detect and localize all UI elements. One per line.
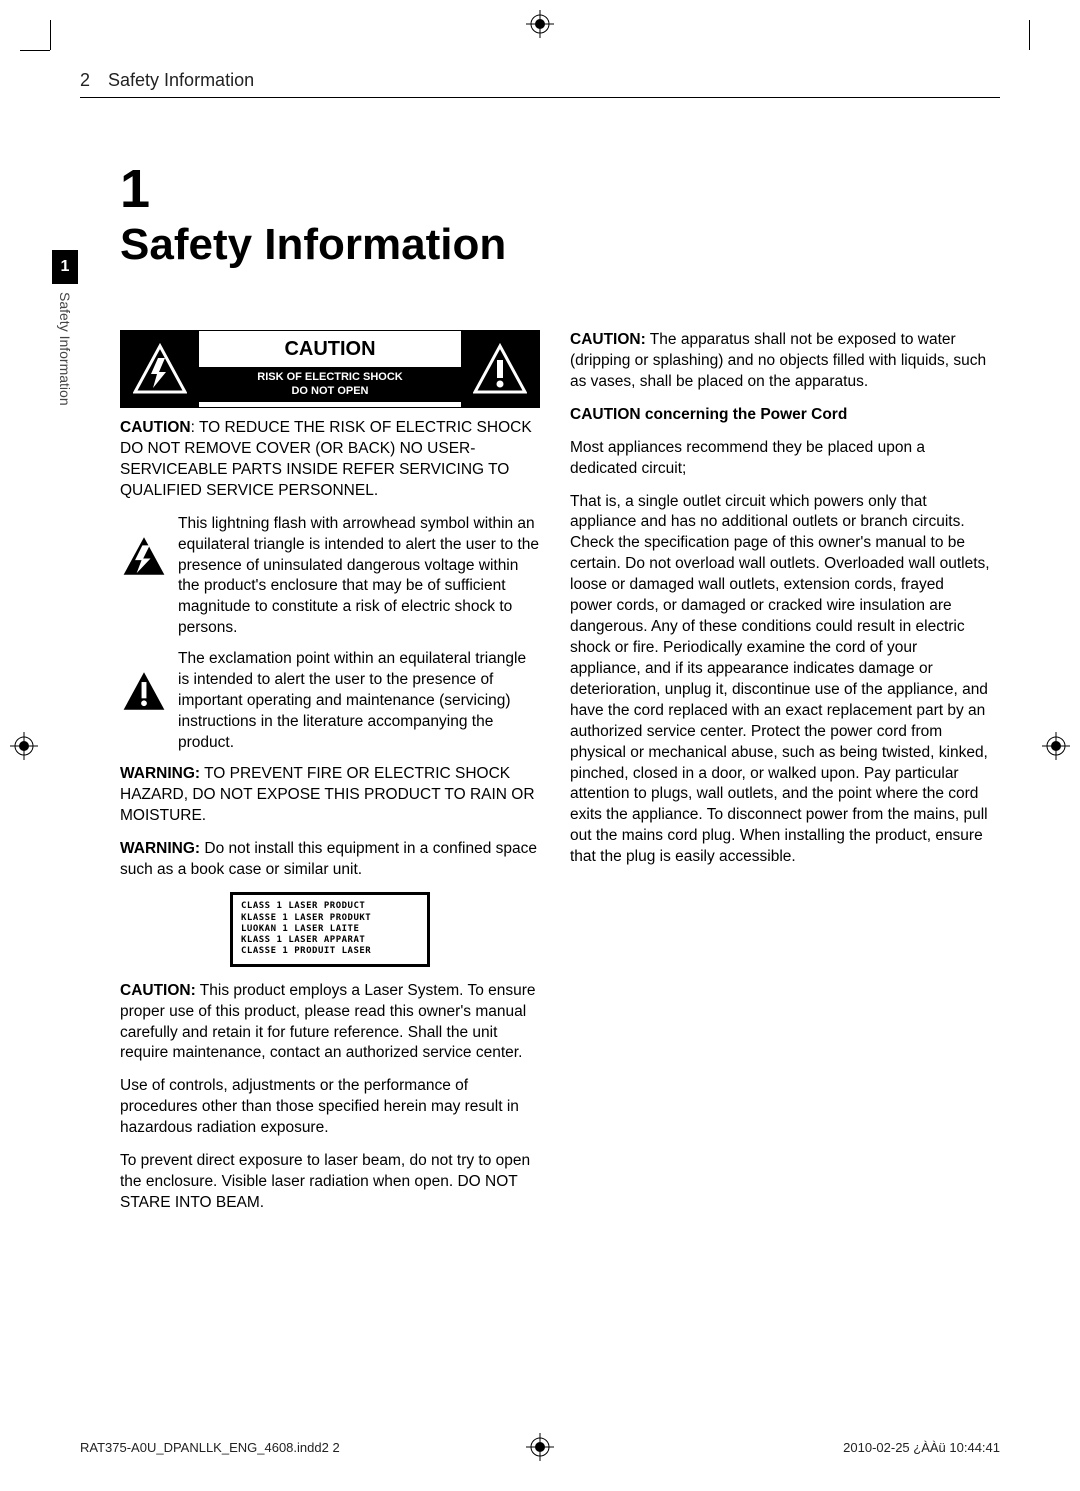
section-tab-number: 1 — [52, 250, 78, 284]
right-column: CAUTION: The apparatus shall not be expo… — [570, 330, 990, 1226]
warning-paragraph: WARNING: TO PREVENT FIRE OR ELECTRIC SHO… — [120, 764, 540, 827]
body-paragraph: Use of controls, adjustments or the perf… — [120, 1076, 540, 1139]
caution-subtitle: RISK OF ELECTRIC SHOCK DO NOT OPEN — [199, 367, 461, 401]
body-paragraph: To prevent direct exposure to laser beam… — [120, 1151, 540, 1214]
section-tab-label: Safety Information — [57, 292, 73, 406]
chapter-title: Safety Information — [120, 220, 1000, 270]
registration-mark-icon — [526, 10, 554, 38]
lightning-triangle-icon — [120, 514, 168, 578]
subsection-heading: CAUTION concerning the Power Cord — [570, 405, 990, 426]
body-paragraph: Most appliances recommend they be placed… — [570, 438, 990, 480]
running-title: Safety Information — [108, 70, 254, 91]
exclamation-triangle-icon — [461, 331, 539, 407]
footer-timestamp: 2010-02-25 ¿ÀÀü 10:44:41 — [843, 1440, 1000, 1455]
laser-class-label: CLASS 1 LASER PRODUCT KLASSE 1 LASER PRO… — [230, 892, 430, 966]
caution-title: CAUTION — [284, 336, 375, 363]
page-content: 2 Safety Information 1 Safety Informatio… — [80, 70, 1000, 1420]
exclamation-triangle-icon — [120, 649, 168, 713]
exclamation-symbol-text: The exclamation point within an equilate… — [178, 649, 540, 754]
section-tab: 1 Safety Information — [52, 250, 78, 406]
print-footer: RAT375-A0U_DPANLLK_ENG_4608.indd2 2 2010… — [80, 1440, 1000, 1455]
lightning-triangle-icon — [121, 331, 199, 407]
caution-box: CAUTION RISK OF ELECTRIC SHOCK DO NOT OP… — [120, 330, 540, 408]
left-column: CAUTION RISK OF ELECTRIC SHOCK DO NOT OP… — [120, 330, 540, 1226]
running-header: 2 Safety Information — [80, 70, 1000, 98]
lightning-symbol-text: This lightning flash with arrowhead symb… — [178, 514, 540, 640]
caution-paragraph: CAUTION: The apparatus shall not be expo… — [570, 330, 990, 393]
body-paragraph: That is, a single outlet circuit which p… — [570, 492, 990, 869]
caution-paragraph: CAUTION: This product employs a Laser Sy… — [120, 981, 540, 1065]
footer-filename: RAT375-A0U_DPANLLK_ENG_4608.indd2 2 — [80, 1440, 340, 1455]
chapter-number: 1 — [120, 158, 1000, 220]
registration-mark-icon — [1042, 732, 1070, 760]
warning-paragraph: WARNING: Do not install this equipment i… — [120, 839, 540, 881]
page-number: 2 — [80, 70, 90, 91]
caution-paragraph: CAUTION: TO REDUCE THE RISK OF ELECTRIC … — [120, 418, 540, 502]
registration-mark-icon — [10, 732, 38, 760]
